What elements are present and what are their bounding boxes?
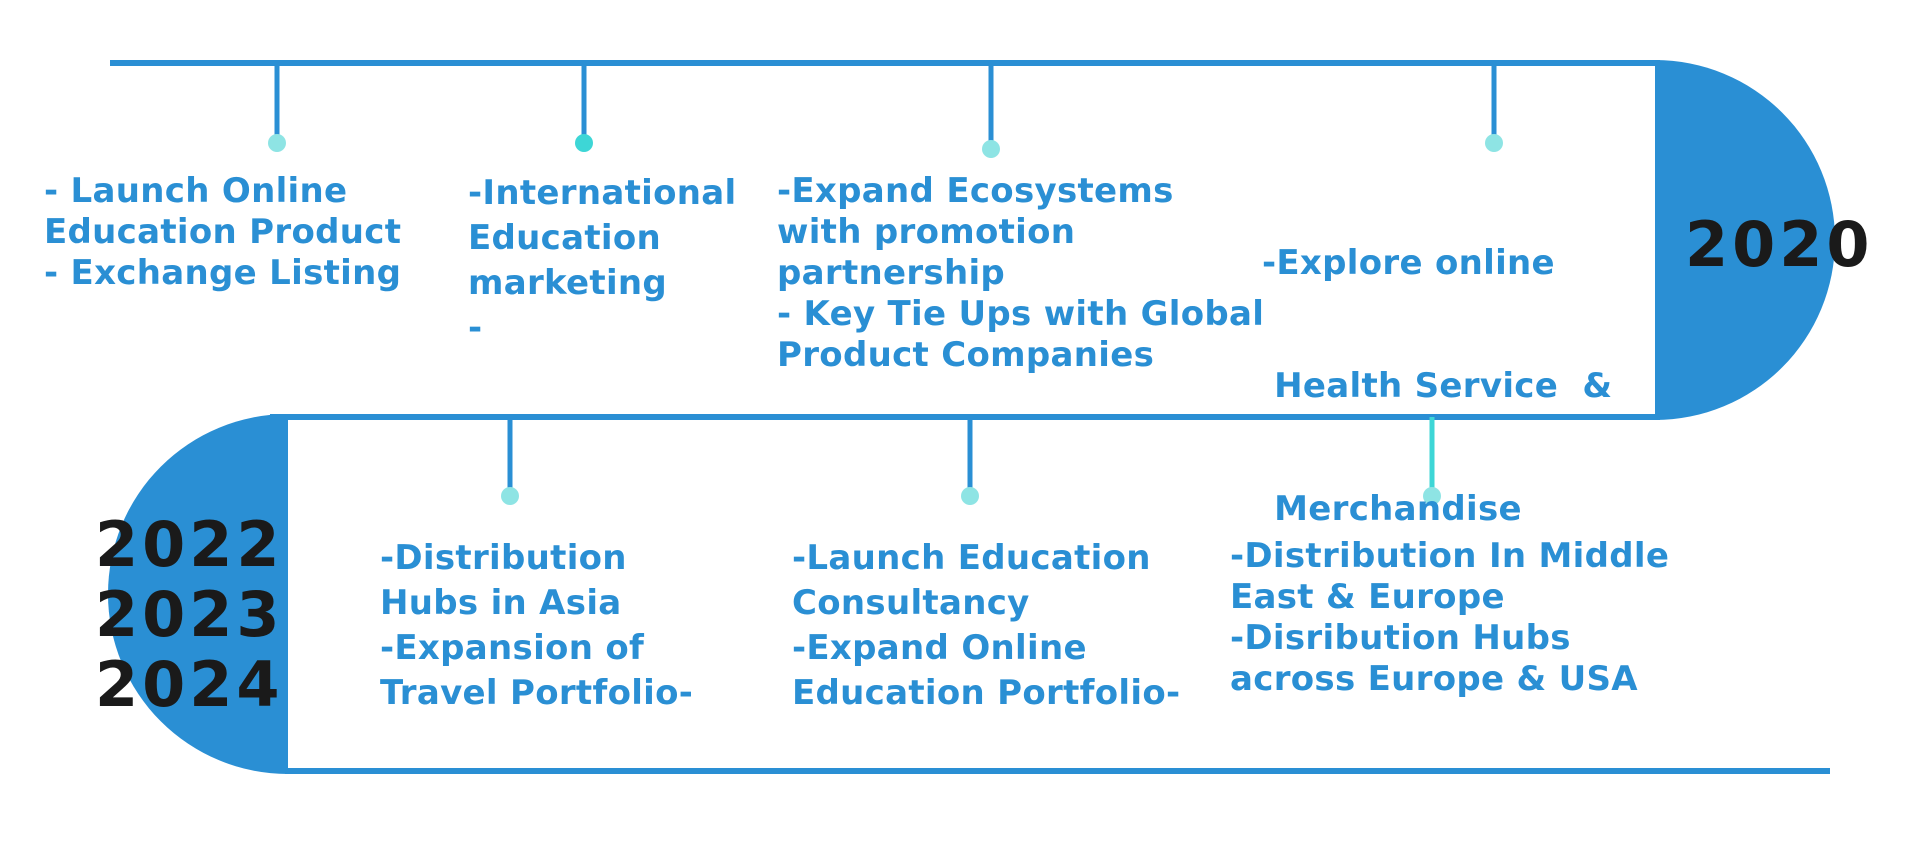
milestone-top-4: -Explore online Health Service & Merchan… bbox=[1262, 161, 1612, 571]
milestone-line: marketing bbox=[468, 263, 668, 303]
top-connector-4 bbox=[1485, 63, 1503, 152]
milestone-line: -International bbox=[468, 173, 737, 213]
milestone-line: East & Europe bbox=[1230, 577, 1505, 617]
milestone-bottom-2: -Launch Education Consultancy -Expand On… bbox=[792, 536, 1180, 716]
milestone-line: - Exchange Listing bbox=[44, 253, 402, 293]
milestone-line: -Distribution bbox=[380, 538, 627, 578]
left-half-disc bbox=[108, 414, 288, 774]
top-connector-2 bbox=[575, 63, 593, 152]
milestone-line: -Expansion of bbox=[380, 628, 645, 668]
year-label-2023: 2023 bbox=[95, 578, 284, 651]
milestone-line: -Expand Online bbox=[792, 628, 1087, 668]
milestone-line: -Expand Ecosystems bbox=[777, 171, 1174, 211]
milestone-line: Education Portfolio- bbox=[792, 673, 1181, 713]
bottom-connector-2 bbox=[961, 417, 979, 505]
milestone-line: -Distribution In Middle bbox=[1230, 536, 1670, 576]
top-connector-3 bbox=[982, 63, 1000, 158]
milestone-line: Merchandise bbox=[1262, 489, 1522, 529]
milestone-top-1: - Launch Online Education Product - Exch… bbox=[44, 171, 401, 294]
milestone-line: - bbox=[468, 308, 483, 348]
milestone-line: Education bbox=[468, 218, 662, 258]
milestone-top-2: -International Education marketing - bbox=[468, 171, 736, 351]
milestone-bottom-3: -Distribution In Middle East & Europe -D… bbox=[1230, 536, 1669, 700]
year-label-2022: 2022 bbox=[95, 508, 284, 581]
milestone-line: partnership bbox=[777, 253, 1006, 293]
bottom-connector-3 bbox=[1423, 417, 1441, 505]
right-half-disc bbox=[1655, 60, 1835, 420]
milestone-line: with promotion bbox=[777, 212, 1076, 252]
milestone-line: Consultancy bbox=[792, 583, 1030, 623]
milestone-line: Product Companies bbox=[777, 335, 1155, 375]
bottom-connector-1 bbox=[501, 417, 519, 505]
milestone-bottom-1: -Distribution Hubs in Asia -Expansion of… bbox=[380, 536, 693, 716]
year-label-2020: 2020 bbox=[1685, 208, 1874, 281]
milestone-line: Health Service & bbox=[1262, 366, 1613, 406]
milestone-line: - Launch Online bbox=[44, 171, 348, 211]
year-label-2024: 2024 bbox=[95, 648, 284, 721]
milestone-line: -Disribution Hubs bbox=[1230, 618, 1571, 658]
milestone-line: - Key Tie Ups with Global bbox=[777, 294, 1265, 334]
milestone-line: Education Product bbox=[44, 212, 402, 252]
top-connector-1 bbox=[268, 63, 286, 152]
milestone-line: Hubs in Asia bbox=[380, 583, 622, 623]
milestone-line: across Europe & USA bbox=[1230, 659, 1638, 699]
milestone-line: Travel Portfolio- bbox=[380, 673, 694, 713]
milestone-line: -Launch Education bbox=[792, 538, 1151, 578]
milestone-line: -Explore online bbox=[1262, 243, 1555, 283]
milestone-top-3: -Expand Ecosystems with promotion partne… bbox=[777, 171, 1264, 376]
